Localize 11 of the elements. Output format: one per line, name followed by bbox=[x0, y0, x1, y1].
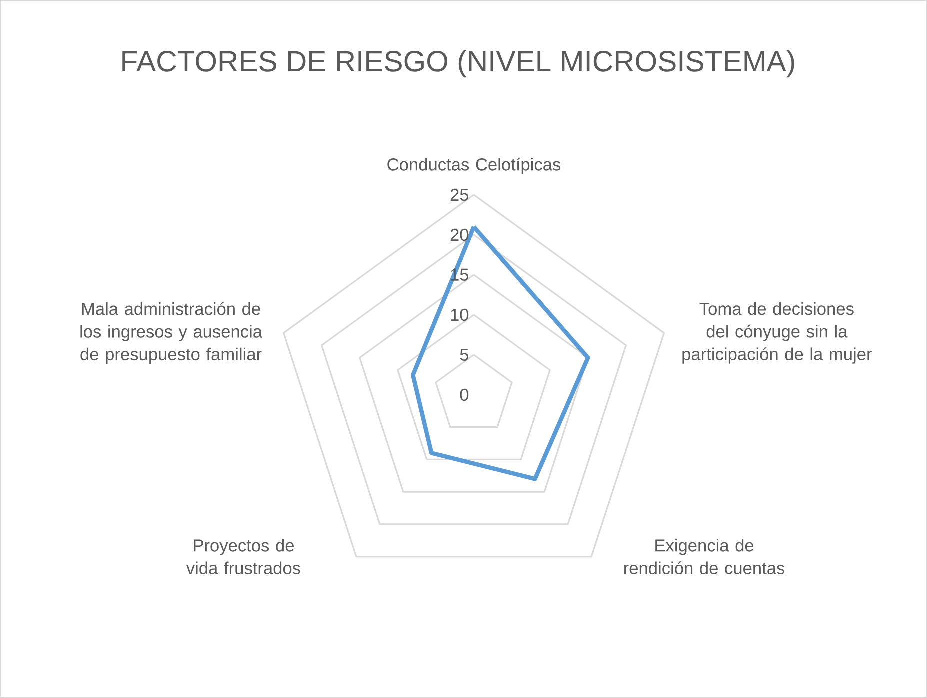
y-tick-label: 20 bbox=[450, 228, 469, 242]
y-tick-label: 0 bbox=[460, 388, 469, 402]
chart-title: FACTORES DE RIESGO (NIVEL MICROSISTEMA) bbox=[122, 50, 794, 78]
y-tick-label: 5 bbox=[460, 348, 469, 362]
spoke-label: Exigencia de rendición de cuentas bbox=[624, 539, 785, 575]
spoke-label: Mala administración de los ingresos y ausencia de presupuesto familiar bbox=[80, 302, 263, 364]
y-tick-label: 25 bbox=[450, 188, 469, 202]
spoke-label: Conductas Celotípicas bbox=[388, 158, 561, 174]
y-tick-label: 10 bbox=[451, 308, 469, 322]
spoke-label: Proyectos de vida frustrados bbox=[186, 539, 300, 575]
spoke-label: Toma de decisiones del cónyuge sin la participación de la mujer bbox=[682, 302, 872, 364]
